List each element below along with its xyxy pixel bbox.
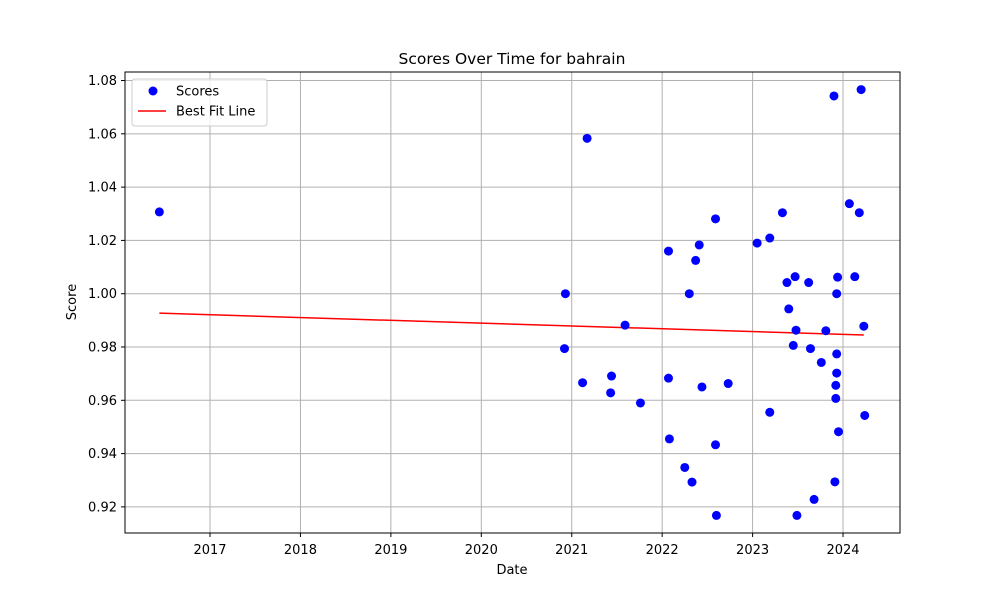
score-point (635, 398, 645, 408)
legend-fit-line-label: Best Fit Line (176, 105, 255, 120)
y-tick-label: 0.98 (88, 341, 117, 356)
plot-frame (124, 71, 901, 534)
score-point (663, 373, 673, 383)
score-point (834, 427, 844, 437)
score-point (859, 321, 869, 331)
score-point (832, 289, 842, 299)
score-point (777, 208, 787, 218)
x-tick-label: 2018 (284, 543, 317, 558)
y-tick-label: 1.04 (88, 181, 117, 196)
score-point (844, 199, 854, 209)
score-point (850, 272, 860, 282)
scores-points-layer (154, 85, 870, 520)
score-point (816, 357, 826, 367)
legend: Scores Best Fit Line (131, 78, 268, 127)
y-tick-label: 1.08 (88, 74, 117, 89)
legend-scores-marker (148, 86, 158, 96)
score-point (860, 410, 870, 420)
score-point (711, 510, 721, 520)
y-axis-ticks: 0.92 0.94 0.96 0.98 1.00 1.02 1.04 1.06 1.08 (88, 74, 125, 515)
score-point (606, 388, 616, 398)
score-point (620, 320, 630, 330)
score-point (711, 440, 721, 450)
score-point (664, 434, 674, 444)
y-tick-label: 1.02 (88, 234, 117, 249)
score-point (791, 325, 801, 335)
score-point (833, 272, 843, 282)
legend-scores-label: Scores (176, 85, 219, 100)
score-point (788, 340, 798, 350)
score-point (831, 393, 841, 403)
x-tick-label: 2024 (826, 543, 859, 558)
score-point (829, 91, 839, 101)
score-point (684, 289, 694, 299)
score-point (831, 380, 841, 390)
y-tick-label: 0.92 (88, 500, 117, 515)
score-point (854, 208, 864, 218)
y-tick-label: 1.00 (88, 287, 117, 302)
x-tick-label: 2020 (465, 543, 498, 558)
score-point (578, 378, 588, 388)
y-tick-label: 0.96 (88, 394, 117, 409)
score-point (830, 477, 840, 487)
x-axis-ticks: 2017 2018 2019 2020 2021 2022 2023 2024 (193, 533, 860, 558)
legend-box (131, 78, 268, 127)
score-point (809, 494, 819, 504)
score-point (697, 382, 707, 392)
score-point (821, 326, 831, 336)
x-axis-label: Date (496, 563, 527, 578)
score-point (765, 233, 775, 243)
score-point (784, 304, 794, 314)
score-point (687, 477, 697, 487)
x-tick-label: 2021 (555, 543, 588, 558)
x-tick-label: 2017 (193, 543, 226, 558)
score-point (582, 133, 592, 143)
score-point (154, 207, 164, 217)
score-point (792, 510, 802, 520)
score-point (691, 255, 701, 265)
y-tick-label: 0.94 (88, 447, 117, 462)
best-fit-line (159, 312, 864, 336)
x-tick-label: 2023 (736, 543, 769, 558)
grid-lines (125, 72, 900, 533)
score-point (790, 272, 800, 282)
score-point (765, 407, 775, 417)
chart-title: Scores Over Time for bahrain (399, 50, 626, 68)
score-point (805, 344, 815, 354)
score-point (723, 379, 733, 389)
score-point (832, 349, 842, 359)
score-point (663, 246, 673, 256)
x-tick-label: 2019 (374, 543, 407, 558)
score-point (711, 214, 721, 224)
x-tick-label: 2022 (646, 543, 679, 558)
score-point (694, 240, 704, 250)
y-tick-label: 1.06 (88, 127, 117, 142)
y-axis-label: Score (65, 284, 80, 320)
best-fit-line-layer (159, 312, 864, 336)
score-point (607, 371, 617, 381)
score-point (680, 462, 690, 472)
score-point (856, 85, 866, 95)
score-point (752, 238, 762, 248)
score-point (804, 278, 814, 288)
score-point (782, 278, 792, 288)
score-point (832, 368, 842, 378)
score-point (559, 344, 569, 354)
score-point (560, 289, 570, 299)
plot-area (125, 72, 900, 533)
